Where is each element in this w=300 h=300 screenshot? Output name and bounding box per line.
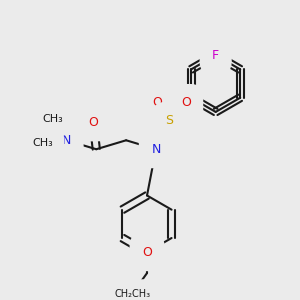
Text: CH₃: CH₃	[32, 138, 53, 148]
Text: O: O	[142, 246, 152, 259]
Text: O: O	[88, 116, 98, 129]
Text: O: O	[181, 97, 191, 110]
Text: CH₂CH₃: CH₂CH₃	[114, 289, 150, 299]
Text: CH₃: CH₃	[43, 114, 63, 124]
Text: N: N	[62, 134, 71, 147]
Text: F: F	[212, 49, 219, 62]
Text: S: S	[165, 114, 173, 128]
Text: O: O	[152, 97, 162, 110]
Text: N: N	[151, 143, 161, 156]
